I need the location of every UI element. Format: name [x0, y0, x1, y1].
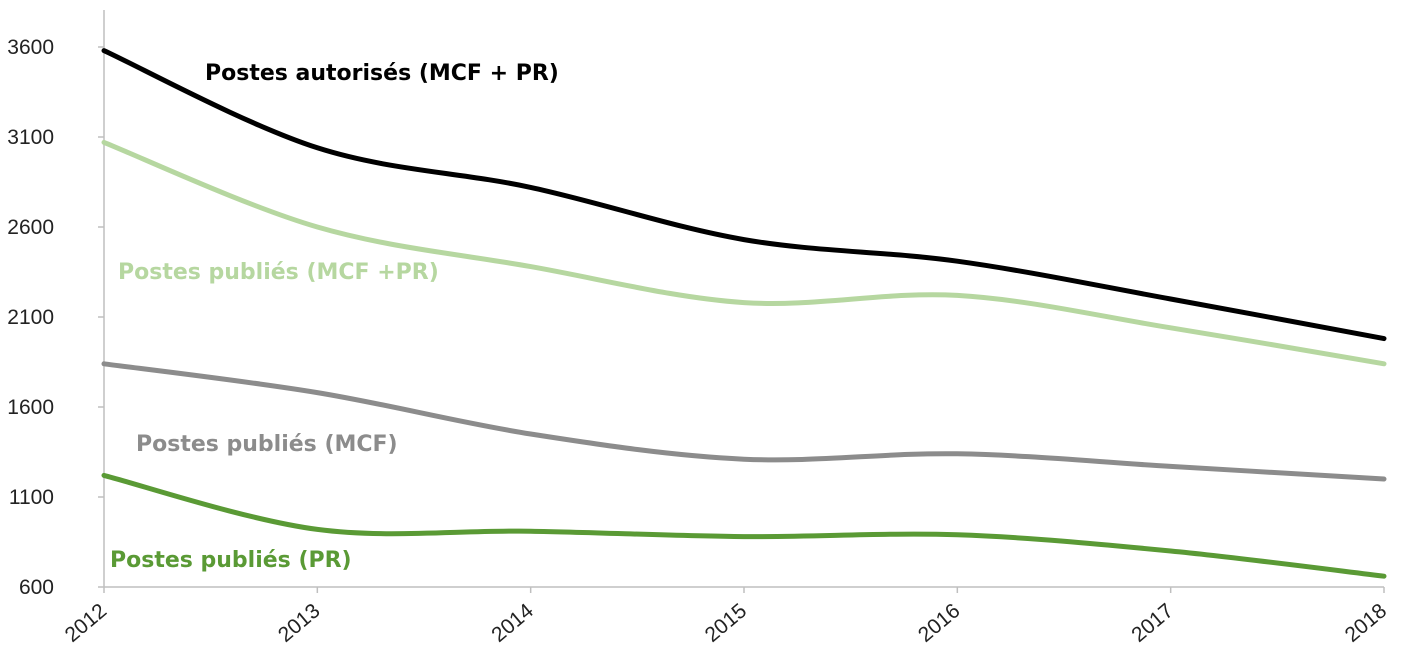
series-labels: Postes autorisés (MCF + PR) Postes publié… [110, 61, 559, 573]
series-label-publies-pr: Postes publiés (PR) [110, 548, 352, 573]
series-lines [101, 48, 1387, 579]
x-tick-label: 2015 [701, 599, 752, 647]
series-label-autorises-total: Postes autorisés (MCF + PR) [205, 61, 559, 86]
x-tick-label: 2013 [274, 599, 325, 647]
series-label-publies-mcf: Postes publiés (MCF) [136, 432, 398, 457]
series-line-publies-pr [101, 472, 1387, 579]
series-label-publies-total: Postes publiés (MCF +PR) [118, 260, 439, 285]
y-tick-label: 2100 [7, 306, 54, 329]
x-tick-label: 2017 [1127, 599, 1178, 647]
y-tick-label: 1600 [7, 396, 54, 419]
series-line-publies-mcf [101, 361, 1387, 482]
x-tick-label: 2018 [1341, 599, 1392, 647]
x-tick-label: 2014 [487, 599, 538, 647]
x-tick-label: 2012 [61, 599, 112, 647]
y-tick-label: 3600 [7, 36, 54, 59]
y-tick-label: 3100 [7, 126, 54, 149]
y-tick-label: 600 [19, 576, 54, 599]
series-line-autorises-total [101, 48, 1387, 342]
y-tick-label: 2600 [7, 216, 54, 239]
series-line-publies-total [101, 139, 1387, 367]
x-tick-label: 2016 [914, 599, 965, 647]
y-tick-label: 1100 [9, 486, 54, 509]
